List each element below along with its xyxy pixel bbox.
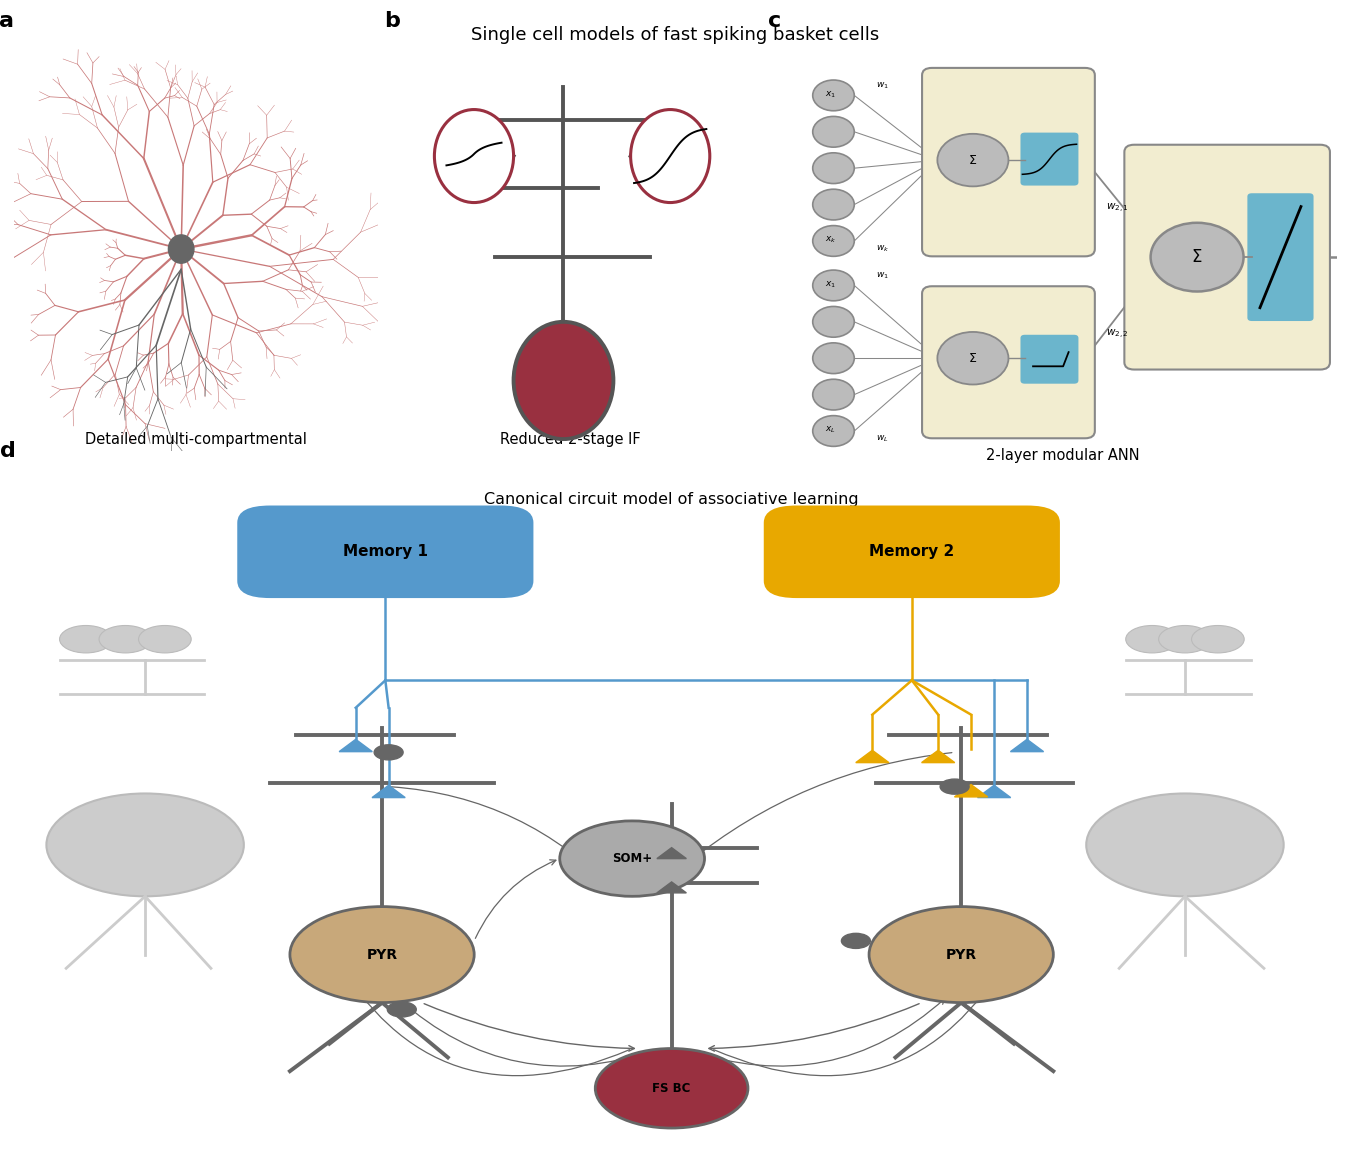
Circle shape — [813, 380, 855, 410]
Circle shape — [1126, 626, 1179, 653]
Text: $x_1$: $x_1$ — [825, 279, 836, 289]
Circle shape — [169, 234, 194, 264]
Circle shape — [813, 343, 855, 374]
FancyBboxPatch shape — [1021, 335, 1079, 383]
Text: $x_1$: $x_1$ — [825, 89, 836, 100]
Circle shape — [1150, 223, 1243, 292]
Text: $\Sigma$: $\Sigma$ — [968, 352, 977, 364]
Circle shape — [513, 322, 613, 440]
Circle shape — [46, 793, 244, 897]
FancyBboxPatch shape — [922, 68, 1095, 257]
Text: Single cell models of fast spiking basket cells: Single cell models of fast spiking baske… — [471, 26, 879, 43]
Circle shape — [937, 134, 1008, 186]
Circle shape — [813, 225, 855, 257]
Text: Canonical circuit model of associative learning: Canonical circuit model of associative l… — [485, 492, 859, 506]
FancyBboxPatch shape — [1125, 144, 1330, 369]
Text: b: b — [385, 11, 401, 30]
Circle shape — [560, 820, 705, 897]
Circle shape — [940, 779, 969, 795]
FancyBboxPatch shape — [764, 505, 1060, 598]
Text: $w_{2,2}$: $w_{2,2}$ — [1107, 327, 1129, 341]
Text: FS BC: FS BC — [652, 1082, 691, 1095]
Text: 2-layer modular ANN: 2-layer modular ANN — [987, 449, 1139, 463]
Polygon shape — [657, 881, 686, 893]
Text: Memory 1: Memory 1 — [343, 544, 428, 559]
Text: PYR: PYR — [366, 948, 398, 961]
Circle shape — [59, 626, 112, 653]
Text: $\Sigma$: $\Sigma$ — [968, 154, 977, 166]
Text: $w_1$: $w_1$ — [876, 80, 890, 90]
Text: Memory 2: Memory 2 — [869, 544, 954, 559]
FancyBboxPatch shape — [922, 286, 1095, 438]
Circle shape — [813, 306, 855, 338]
FancyBboxPatch shape — [1021, 132, 1079, 185]
Circle shape — [841, 933, 871, 948]
FancyBboxPatch shape — [238, 505, 533, 598]
Circle shape — [813, 80, 855, 111]
Circle shape — [595, 1049, 748, 1129]
Circle shape — [630, 109, 710, 203]
FancyBboxPatch shape — [1247, 193, 1314, 321]
Text: d: d — [0, 441, 16, 461]
Circle shape — [99, 626, 151, 653]
Text: Reduced 2-stage IF: Reduced 2-stage IF — [500, 432, 641, 448]
Text: $w_k$: $w_k$ — [876, 244, 890, 254]
Circle shape — [1158, 626, 1211, 653]
Polygon shape — [373, 785, 405, 798]
Text: c: c — [768, 11, 782, 30]
Polygon shape — [657, 847, 686, 859]
Text: $w_1$: $w_1$ — [876, 270, 890, 280]
Circle shape — [813, 116, 855, 148]
Circle shape — [290, 907, 474, 1002]
Polygon shape — [339, 740, 373, 751]
Circle shape — [869, 907, 1053, 1002]
Circle shape — [813, 152, 855, 184]
Polygon shape — [977, 785, 1011, 798]
Polygon shape — [954, 784, 988, 797]
Text: Detailed multi-compartmental: Detailed multi-compartmental — [85, 432, 306, 448]
Circle shape — [387, 1002, 416, 1017]
Circle shape — [813, 270, 855, 301]
Circle shape — [139, 626, 192, 653]
Text: a: a — [0, 11, 14, 30]
Polygon shape — [856, 750, 888, 763]
Text: $x_k$: $x_k$ — [825, 234, 837, 245]
Text: $w_{2,1}$: $w_{2,1}$ — [1107, 202, 1129, 216]
Circle shape — [813, 416, 855, 447]
Circle shape — [937, 332, 1008, 384]
Text: $\Sigma$: $\Sigma$ — [1192, 248, 1203, 266]
Circle shape — [435, 109, 513, 203]
Text: PYR: PYR — [945, 948, 977, 961]
Polygon shape — [922, 750, 954, 763]
Text: $w_L$: $w_L$ — [876, 434, 888, 444]
Circle shape — [1192, 626, 1245, 653]
Polygon shape — [1010, 740, 1044, 751]
Text: $x_L$: $x_L$ — [825, 425, 836, 436]
Circle shape — [374, 744, 404, 759]
Text: SOM+: SOM+ — [612, 852, 652, 865]
Circle shape — [1087, 793, 1284, 897]
Circle shape — [813, 189, 855, 220]
